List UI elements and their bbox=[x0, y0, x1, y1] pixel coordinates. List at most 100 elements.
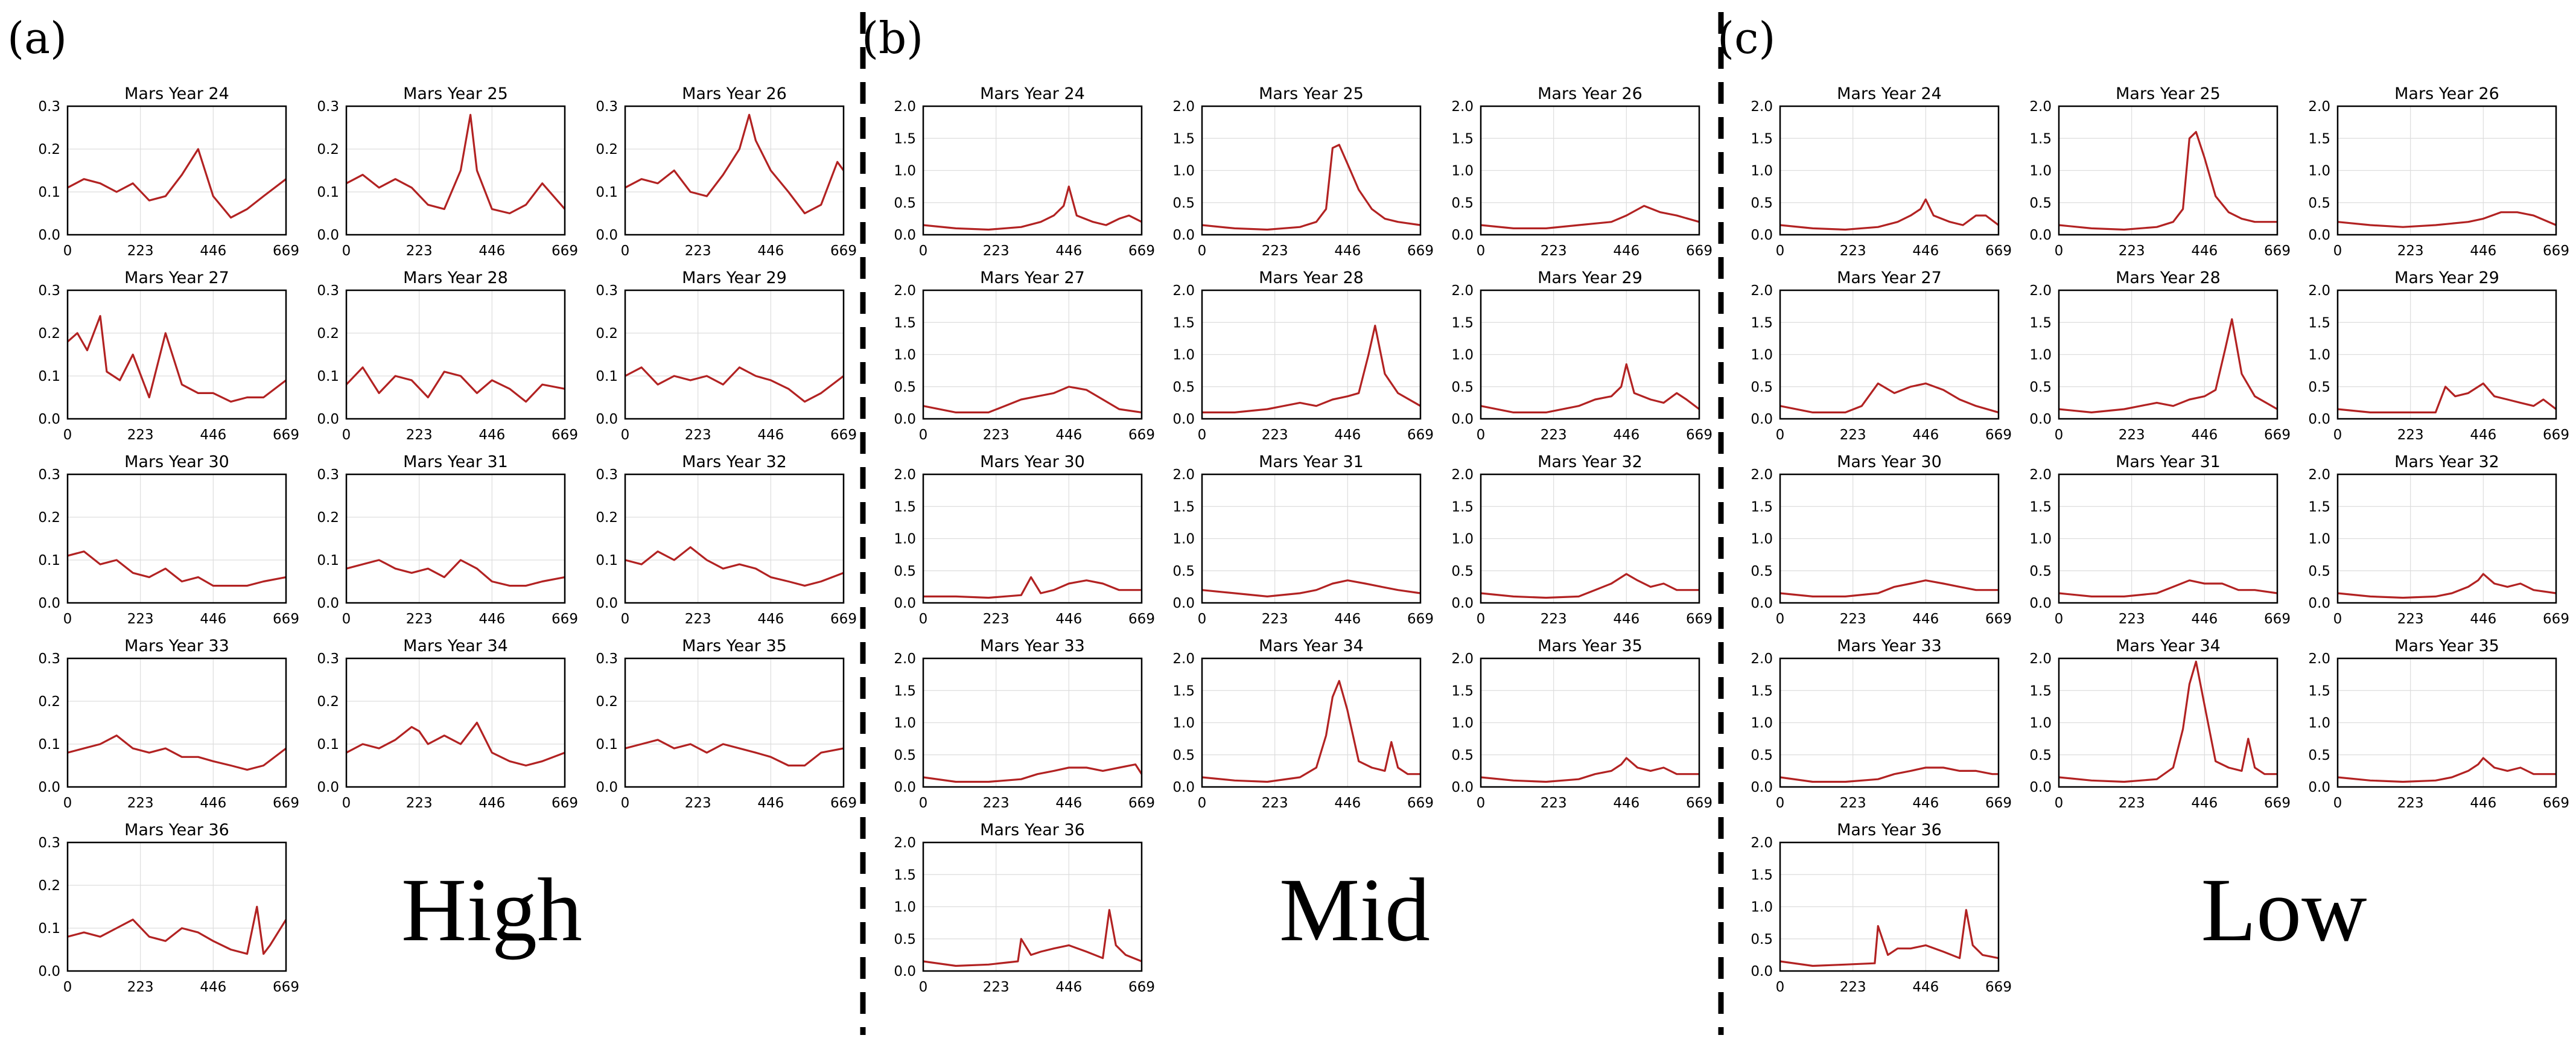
subplot-title: Mars Year 29 bbox=[2394, 269, 2499, 287]
plot-frame bbox=[2058, 105, 2279, 236]
subplot-mars-year-31: 0.0 0.1 0.2 0.3 0 223 446 669 Mars Year 31 bbox=[317, 453, 578, 627]
subplot-mars-year-34: 0.0 0.5 1.0 1.5 2.0 0 223 446 669 Mars Year 34 bbox=[1172, 637, 1434, 811]
subplot-title: Mars Year 27 bbox=[124, 269, 229, 287]
y-tick-label: 0.0 bbox=[894, 964, 916, 979]
series-line bbox=[2337, 382, 2557, 414]
x-tick-label: 669 bbox=[830, 427, 857, 443]
x-tick-label: 446 bbox=[1334, 243, 1361, 259]
plot-frame bbox=[1201, 657, 1422, 788]
x-tick-label: 446 bbox=[2470, 243, 2496, 259]
y-tick-label: 2.0 bbox=[2308, 99, 2330, 115]
plot-frame bbox=[1480, 473, 1700, 604]
y-tick-label: 0.0 bbox=[38, 596, 60, 611]
x-tick-label: 0 bbox=[342, 427, 351, 443]
x-tick-label: 0 bbox=[1477, 427, 1486, 443]
x-tick-label: 669 bbox=[2543, 427, 2569, 443]
y-tick-label: 1.5 bbox=[894, 499, 916, 515]
x-tick-label: 669 bbox=[1128, 979, 1155, 995]
panel-high: (a) High 0.0 0.1 0.2 0.3 0 223 446 669 Mars Year 2… bbox=[7, 13, 857, 995]
y-tick-label: 2.0 bbox=[894, 283, 916, 299]
x-tick-label: 0 bbox=[63, 611, 72, 627]
x-tick-label: 0 bbox=[919, 979, 928, 995]
y-tick-label: 0.0 bbox=[596, 596, 618, 611]
y-tick-label: 0.1 bbox=[38, 553, 60, 568]
y-tick-label: 0.0 bbox=[1751, 964, 1773, 979]
subplot-mars-year-36: 0.0 0.5 1.0 1.5 2.0 0 223 446 669 Mars Year 36 bbox=[894, 821, 1155, 995]
x-tick-label: 223 bbox=[1262, 243, 1288, 259]
subplot-title: Mars Year 33 bbox=[124, 637, 229, 655]
x-tick-label: 223 bbox=[2119, 795, 2145, 811]
x-tick-label: 446 bbox=[1055, 795, 1082, 811]
y-tick-label: 0.3 bbox=[317, 467, 339, 483]
x-tick-label: 446 bbox=[1912, 427, 1939, 443]
y-tick-label: 0.5 bbox=[894, 932, 916, 947]
x-tick-label: 446 bbox=[1055, 243, 1082, 259]
y-tick-label: 2.0 bbox=[1172, 467, 1195, 483]
y-tick-label: 0.5 bbox=[1172, 380, 1195, 395]
y-tick-label: 0.0 bbox=[1451, 780, 1474, 795]
y-tick-label: 0.2 bbox=[38, 694, 60, 710]
plot-frame bbox=[66, 657, 287, 788]
y-tick-label: 0.5 bbox=[1451, 196, 1474, 211]
x-tick-label: 223 bbox=[1541, 243, 1567, 259]
subplot-mars-year-33: 0.0 0.5 1.0 1.5 2.0 0 223 446 669 Mars Year 33 bbox=[894, 637, 1155, 811]
subplot-title: Mars Year 29 bbox=[1538, 269, 1643, 287]
x-tick-label: 223 bbox=[983, 243, 1010, 259]
x-tick-label: 446 bbox=[1334, 795, 1361, 811]
subplot-title: Mars Year 32 bbox=[2394, 453, 2499, 471]
y-tick-label: 2.0 bbox=[1751, 835, 1773, 851]
subplot-title: Mars Year 25 bbox=[2116, 84, 2221, 103]
subplot-title: Mars Year 32 bbox=[1538, 453, 1643, 471]
subplot-title: Mars Year 25 bbox=[403, 84, 508, 103]
y-tick-label: 0.3 bbox=[596, 283, 618, 299]
subplot-mars-year-26: 0.0 0.5 1.0 1.5 2.0 0 223 446 669 Mars Year 26 bbox=[2308, 84, 2569, 259]
y-tick-label: 0.1 bbox=[317, 369, 339, 384]
subplot-mars-year-31: 0.0 0.5 1.0 1.5 2.0 0 223 446 669 Mars Year 31 bbox=[2029, 453, 2291, 627]
y-tick-label: 0.5 bbox=[1751, 932, 1773, 947]
y-tick-label: 1.0 bbox=[2029, 532, 2052, 547]
x-tick-label: 223 bbox=[406, 427, 433, 443]
x-tick-label: 0 bbox=[2333, 243, 2342, 259]
x-tick-label: 446 bbox=[1912, 243, 1939, 259]
y-tick-label: 1.0 bbox=[894, 900, 916, 915]
y-tick-label: 0.2 bbox=[596, 326, 618, 342]
subplot-mars-year-27: 0.0 0.5 1.0 1.5 2.0 0 223 446 669 Mars Year 27 bbox=[894, 269, 1155, 443]
y-tick-label: 0.0 bbox=[317, 228, 339, 243]
x-tick-label: 446 bbox=[1055, 611, 1082, 627]
x-tick-label: 223 bbox=[406, 243, 433, 259]
subplot-mars-year-24: 0.0 0.1 0.2 0.3 0 223 446 669 Mars Year 24 bbox=[38, 84, 299, 259]
plot-frame bbox=[66, 289, 287, 420]
x-tick-label: 446 bbox=[200, 611, 226, 627]
plot-frame bbox=[624, 105, 845, 236]
subplot-title: Mars Year 28 bbox=[2116, 269, 2221, 287]
y-tick-label: 0.5 bbox=[894, 380, 916, 395]
subplot-mars-year-24: 0.0 0.5 1.0 1.5 2.0 0 223 446 669 Mars Year 24 bbox=[1751, 84, 2012, 259]
subplot-mars-year-27: 0.0 0.5 1.0 1.5 2.0 0 223 446 669 Mars Year 27 bbox=[1751, 269, 2012, 443]
y-tick-label: 0.0 bbox=[1172, 596, 1195, 611]
y-tick-label: 0.5 bbox=[1172, 748, 1195, 763]
x-tick-label: 223 bbox=[2397, 427, 2424, 443]
subplot-mars-year-29: 0.0 0.5 1.0 1.5 2.0 0 223 446 669 Mars Year 29 bbox=[2308, 269, 2569, 443]
y-tick-label: 0.3 bbox=[38, 651, 60, 667]
y-tick-label: 2.0 bbox=[1172, 99, 1195, 115]
y-tick-label: 0.2 bbox=[317, 142, 339, 158]
y-tick-label: 1.5 bbox=[1172, 683, 1195, 699]
series-line bbox=[923, 909, 1142, 967]
x-tick-label: 446 bbox=[1613, 243, 1639, 259]
plot-frame bbox=[1779, 473, 2000, 604]
y-tick-label: 0.5 bbox=[894, 748, 916, 763]
x-tick-label: 0 bbox=[1776, 427, 1785, 443]
x-tick-label: 446 bbox=[2470, 427, 2496, 443]
y-tick-label: 1.5 bbox=[1751, 867, 1773, 883]
subplot-title: Mars Year 33 bbox=[1837, 637, 1942, 655]
y-tick-label: 2.0 bbox=[1451, 99, 1474, 115]
plot-frame bbox=[2336, 473, 2557, 604]
y-tick-label: 2.0 bbox=[2308, 467, 2330, 483]
y-tick-label: 1.0 bbox=[1751, 164, 1773, 179]
series-line bbox=[1779, 579, 1999, 598]
plot-frame bbox=[1201, 289, 1422, 420]
x-tick-label: 446 bbox=[1912, 795, 1939, 811]
y-tick-label: 0.3 bbox=[38, 467, 60, 483]
y-tick-label: 0.3 bbox=[38, 99, 60, 115]
x-tick-label: 0 bbox=[342, 795, 351, 811]
